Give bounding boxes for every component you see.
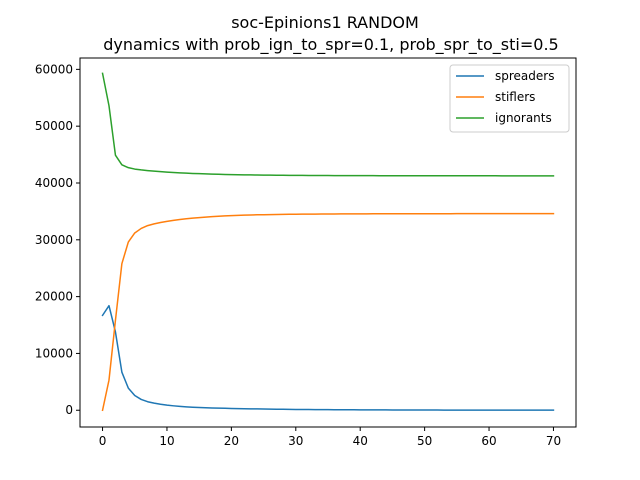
legend-items: spreaders stiflers ignorants — [456, 69, 554, 125]
legend-label-stiflers: stiflers — [495, 90, 535, 104]
chart-title: soc-Epinions1 RANDOM — [231, 13, 419, 32]
series-line-spreaders — [101, 304, 555, 411]
y-tick-label: 40000 — [35, 176, 73, 190]
x-tick-label: 20 — [224, 434, 239, 448]
x-tick-label: 0 — [99, 434, 107, 448]
x-tick-label: 10 — [159, 434, 174, 448]
y-axis: 0 10000 20000 30000 40000 50000 60000 — [35, 62, 80, 417]
series-line-stiflers — [101, 212, 555, 412]
y-tick-label: 10000 — [35, 346, 73, 360]
x-axis: 0 10 20 30 40 50 60 70 — [99, 427, 561, 448]
x-tick-label: 50 — [417, 434, 432, 448]
x-tick-label: 70 — [546, 434, 561, 448]
x-tick-label: 40 — [353, 434, 368, 448]
x-tick-label: 60 — [481, 434, 496, 448]
y-tick-label: 20000 — [35, 290, 73, 304]
legend-label-ignorants: ignorants — [495, 111, 552, 125]
y-tick-label: 50000 — [35, 119, 73, 133]
series-line-ignorants — [101, 72, 555, 177]
y-tick-label: 30000 — [35, 233, 73, 247]
x-tick-label: 30 — [288, 434, 303, 448]
legend: spreaders stiflers ignorants — [449, 64, 570, 133]
y-tick-label: 0 — [65, 403, 73, 417]
y-tick-label: 60000 — [35, 62, 73, 76]
legend-label-spreaders: spreaders — [495, 69, 554, 83]
axes-frame — [79, 57, 577, 428]
legend-box — [449, 64, 570, 133]
chart-subtitle: dynamics with prob_ign_to_spr=0.1, prob_… — [103, 35, 558, 55]
series-layer — [101, 72, 555, 412]
